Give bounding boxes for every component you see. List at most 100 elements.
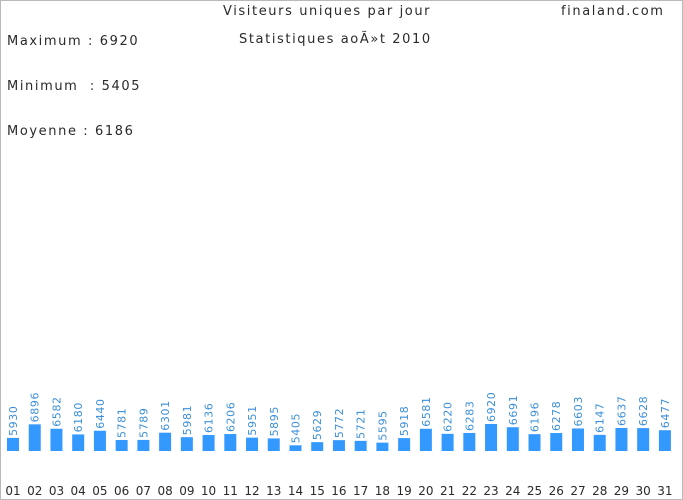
value-label-27: 6603 <box>572 396 585 426</box>
tick-label-26: 26 <box>549 484 564 498</box>
bar-19 <box>398 438 411 451</box>
tick-label-22: 22 <box>462 484 477 498</box>
value-label-12: 5951 <box>246 405 259 435</box>
tick-label-11: 11 <box>223 484 238 498</box>
value-label-24: 6691 <box>507 395 520 425</box>
tick-label-15: 15 <box>310 484 325 498</box>
bar-18 <box>376 442 389 451</box>
tick-label-28: 28 <box>592 484 607 498</box>
stat-maximum-label: Maximum <box>7 34 83 49</box>
value-label-04: 6180 <box>72 402 85 432</box>
value-label-03: 6582 <box>50 396 63 426</box>
tick-label-18: 18 <box>375 484 390 498</box>
bar-09 <box>180 437 193 451</box>
tick-label-08: 08 <box>157 484 172 498</box>
bar-26 <box>550 433 563 451</box>
value-label-26: 6278 <box>550 401 563 431</box>
bar-27 <box>571 428 584 451</box>
bar-15 <box>311 442 324 451</box>
chart-subtitle: Statistiques aoÃ»t 2010 <box>239 32 432 47</box>
stat-minimum-label: Minimum <box>7 79 79 94</box>
bar-11 <box>224 434 237 451</box>
value-label-22: 6283 <box>463 401 476 431</box>
stat-average-value: 6186 <box>95 124 135 139</box>
bar-05 <box>93 430 106 451</box>
stat-average-label: Moyenne <box>7 124 78 139</box>
stat-average: Moyenne : 6186 <box>7 124 135 139</box>
bar-29 <box>615 427 628 451</box>
stat-minimum: Minimum : 5405 <box>7 79 142 94</box>
bar-01 <box>7 437 19 451</box>
value-label-10: 6136 <box>203 403 216 433</box>
tick-label-24: 24 <box>505 484 520 498</box>
tick-label-14: 14 <box>288 484 303 498</box>
value-label-30: 6628 <box>637 396 650 426</box>
value-label-20: 6581 <box>420 396 433 426</box>
value-label-05: 6440 <box>94 398 107 428</box>
value-label-13: 5895 <box>268 406 281 436</box>
value-label-23: 6920 <box>485 392 498 422</box>
tick-label-04: 04 <box>71 484 86 498</box>
value-label-25: 6196 <box>529 402 542 432</box>
bar-14 <box>289 445 302 451</box>
tick-label-31: 31 <box>657 484 672 498</box>
tick-label-21: 21 <box>440 484 455 498</box>
chart-title: Visiteurs uniques par jour <box>223 4 432 19</box>
bar-07 <box>137 439 150 451</box>
tick-label-02: 02 <box>27 484 42 498</box>
value-label-01: 5930 <box>7 406 20 436</box>
bar-20 <box>419 428 432 451</box>
bar-03 <box>50 428 63 451</box>
bar-21 <box>441 433 454 451</box>
tick-label-07: 07 <box>136 484 151 498</box>
value-label-19: 5918 <box>398 406 411 436</box>
bar-30 <box>637 428 650 451</box>
tick-label-16: 16 <box>331 484 346 498</box>
value-label-14: 5405 <box>289 413 302 443</box>
value-label-15: 5629 <box>311 410 324 440</box>
bar-23 <box>485 424 498 451</box>
tick-label-12: 12 <box>244 484 259 498</box>
value-label-17: 5721 <box>355 408 368 438</box>
tick-label-05: 05 <box>92 484 107 498</box>
tick-label-30: 30 <box>636 484 651 498</box>
bar-12 <box>246 437 259 451</box>
stat-maximum: Maximum : 6920 <box>7 34 140 49</box>
tick-label-13: 13 <box>266 484 281 498</box>
value-label-02: 6896 <box>29 392 42 422</box>
value-label-09: 5981 <box>181 405 194 435</box>
bar-13 <box>267 438 280 451</box>
tick-label-27: 27 <box>570 484 585 498</box>
tick-label-23: 23 <box>483 484 498 498</box>
value-label-29: 6637 <box>615 396 628 426</box>
tick-label-20: 20 <box>418 484 433 498</box>
value-label-08: 6301 <box>159 400 172 430</box>
tick-label-17: 17 <box>353 484 368 498</box>
value-label-18: 5595 <box>376 410 389 440</box>
value-label-11: 6206 <box>224 402 237 432</box>
bar-24 <box>506 427 519 451</box>
tick-label-03: 03 <box>49 484 64 498</box>
stat-minimum-value: 5405 <box>101 79 142 94</box>
bar-10 <box>202 435 215 451</box>
value-label-31: 6477 <box>659 398 672 428</box>
bar-04 <box>72 434 85 451</box>
stats-block: Maximum : 6920 Minimum : 5405 Moyenne : … <box>7 4 141 169</box>
tick-label-06: 06 <box>114 484 129 498</box>
bar-22 <box>463 432 476 451</box>
tick-label-01: 01 <box>5 484 20 498</box>
bar-31 <box>658 430 671 451</box>
tick-label-09: 09 <box>179 484 194 498</box>
value-label-16: 5772 <box>333 408 346 438</box>
tick-label-29: 29 <box>614 484 629 498</box>
bar-16 <box>332 440 345 451</box>
bar-06 <box>115 440 128 451</box>
tick-label-10: 10 <box>201 484 216 498</box>
site-name: finaland.com <box>561 4 665 19</box>
stat-maximum-value: 6920 <box>99 34 140 49</box>
value-label-21: 6220 <box>442 401 455 431</box>
bar-25 <box>528 434 541 451</box>
value-label-07: 5789 <box>137 407 150 437</box>
